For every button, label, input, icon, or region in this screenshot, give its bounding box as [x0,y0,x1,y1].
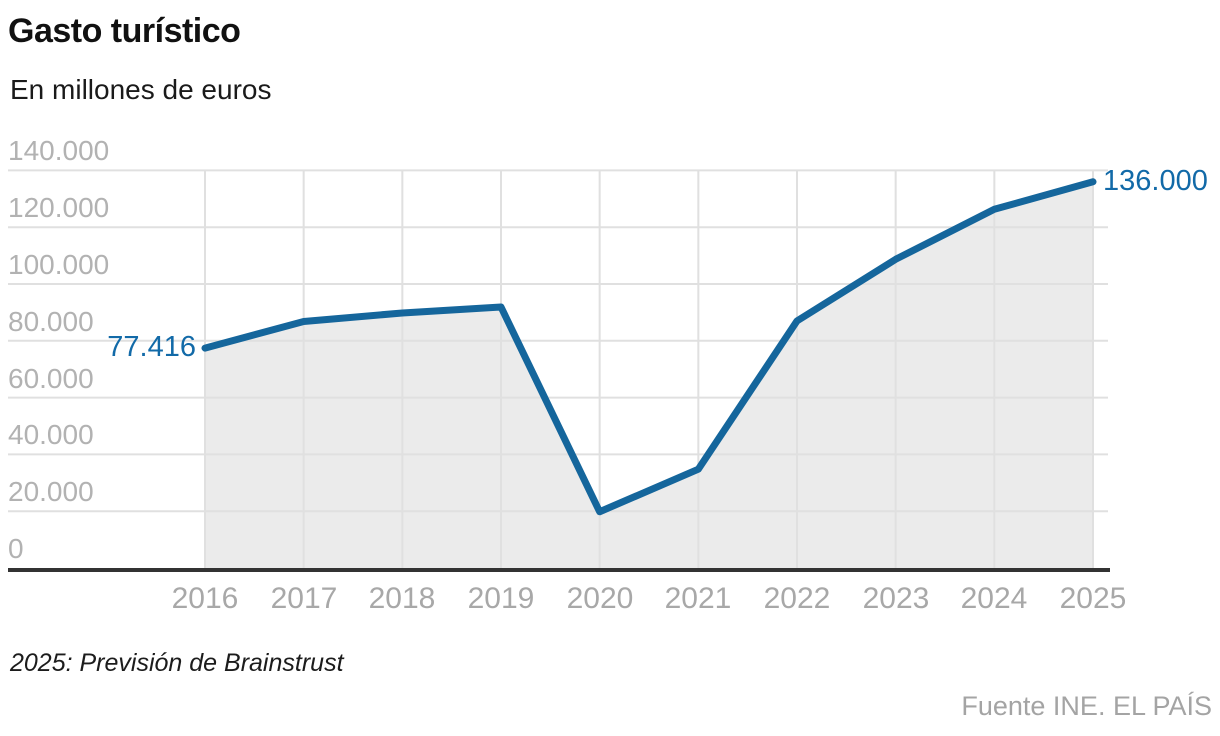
y-axis-tick: 140.000 [8,135,110,166]
x-axis-tick: 2016 [171,582,239,615]
y-axis-tick: 20.000 [8,476,94,507]
gridlines [8,169,1108,568]
x-axis-tick: 2018 [368,582,436,615]
x-axis-tick: 2025 [1059,582,1127,615]
y-axis-tick: 60.000 [8,363,94,394]
y-axis-tick: 80.000 [8,306,94,337]
data-line [201,178,1097,516]
x-axis-tick: 2019 [467,582,535,615]
y-axis-tick: 0 [8,533,24,564]
y-axis-tick: 120.000 [8,192,110,223]
area-fill [205,181,1094,568]
y-axis-tick: 100.000 [8,249,110,280]
x-axis-tick: 2024 [960,582,1028,615]
x-axis-tick: 2023 [862,582,930,615]
forecast-footnote: 2025: Previsión de Brainstrust [10,649,344,677]
x-axis-tick: 2021 [664,582,732,615]
source-credit: Fuente INE. EL PAÍS [961,691,1212,721]
first-point-value-label: 77.416 [107,331,196,363]
x-axis-tick: 2020 [566,582,634,615]
x-axis-tick: 2017 [270,582,338,615]
y-axis-tick: 40.000 [8,419,94,450]
last-point-value-label: 136.000 [1103,165,1208,197]
chart-subtitle: En millones de euros [10,74,272,105]
x-axis-tick: 2022 [763,582,831,615]
chart-title: Gasto turístico [8,12,241,50]
